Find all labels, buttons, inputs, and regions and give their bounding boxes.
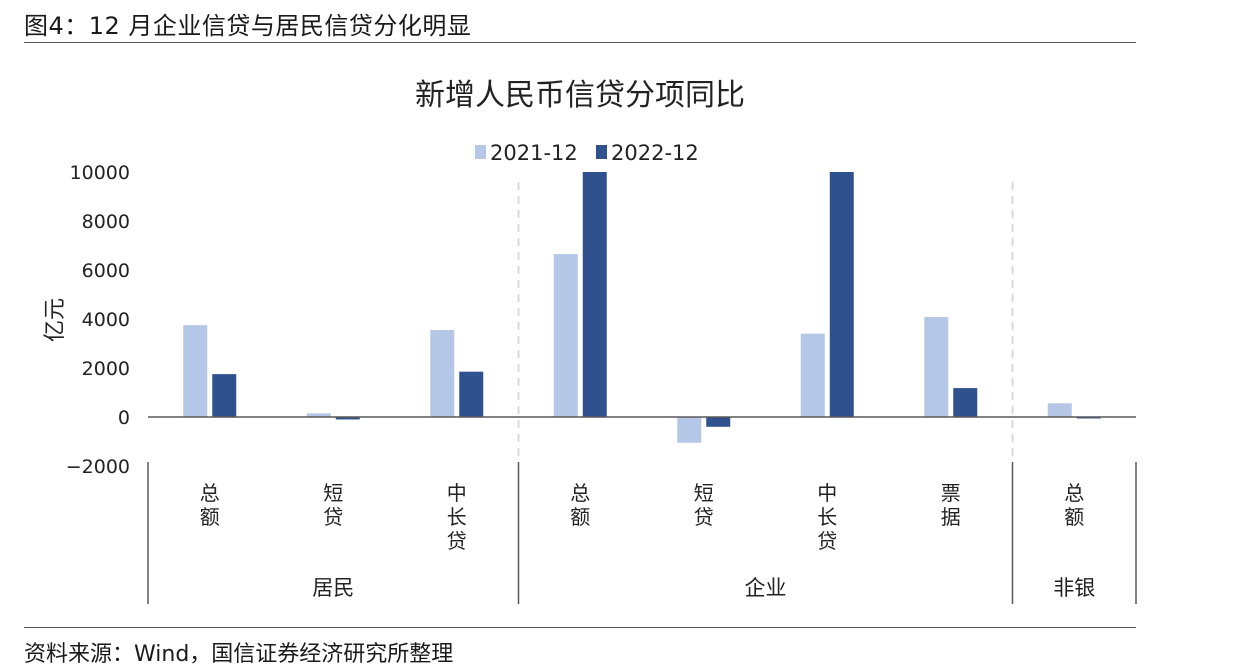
group-dividers — [517, 182, 1014, 462]
y-tick-label: 4000 — [82, 309, 130, 331]
legend-swatch-2022 — [596, 145, 607, 159]
y-tick-label: 10000 — [70, 162, 130, 184]
y-axis-ticks: 10000 8000 6000 4000 2000 0 −2000 — [66, 162, 130, 478]
category-label: 总额 — [570, 481, 590, 529]
bar-2022-12-1 — [212, 374, 237, 417]
group-label: 企业 — [745, 576, 787, 600]
bar-2022-12-2 — [335, 417, 360, 420]
bars — [183, 172, 1101, 443]
bar-2022-12-6 — [829, 172, 854, 417]
chart-title: 新增人民币信贷分项同比 — [415, 78, 745, 113]
bar-2022-12-5 — [706, 417, 731, 427]
bar-2021-12-1 — [183, 325, 208, 417]
legend: 2021-12 2022-12 — [475, 141, 699, 165]
category-label: 总额 — [1064, 481, 1084, 529]
y-tick-label: 6000 — [82, 260, 130, 282]
chart: 新增人民币信贷分项同比 2021-12 2022-12 亿元 10000 8000… — [43, 78, 1137, 604]
bar-2021-12-5 — [677, 417, 702, 443]
category-label: 短贷 — [694, 481, 714, 529]
y-tick-label: 0 — [118, 407, 130, 429]
group-separators — [147, 462, 1137, 604]
bottom-rule — [24, 627, 1136, 628]
bar-2021-12-3 — [430, 330, 455, 417]
group-label: 非银 — [1053, 576, 1095, 600]
category-label: 票据 — [941, 481, 961, 529]
bar-2021-12-2 — [306, 413, 331, 417]
y-axis-label: 亿元 — [43, 298, 68, 342]
category-label: 中长贷 — [447, 481, 467, 553]
legend-swatch-2021 — [475, 145, 486, 159]
category-label: 中长贷 — [817, 481, 837, 553]
category-labels: 总额 短贷 中长贷 总额 短贷 中长贷 票据 总额 — [200, 481, 1085, 553]
bar-2021-12-6 — [800, 333, 825, 417]
bar-2022-12-3 — [459, 371, 484, 417]
category-label: 短贷 — [323, 481, 343, 529]
bar-2021-12-4 — [553, 254, 578, 417]
bar-2022-12-4 — [582, 172, 607, 417]
bar-2021-12-7 — [924, 317, 949, 417]
y-tick-label: 2000 — [82, 358, 130, 380]
legend-label-2022: 2022-12 — [611, 141, 699, 165]
bar-2022-12-7 — [953, 388, 978, 417]
category-label: 总额 — [200, 481, 220, 529]
y-tick-label: 8000 — [82, 211, 130, 233]
figure-caption: 图4：12 月企业信贷与居民信贷分化明显 — [24, 12, 472, 40]
group-labels: 居民 企业 非银 — [312, 576, 1095, 600]
source-note: 资料来源：Wind，国信证券经济研究所整理 — [24, 642, 454, 667]
y-tick-label: −2000 — [66, 456, 130, 478]
group-label: 居民 — [312, 576, 354, 600]
bar-2021-12-8 — [1047, 403, 1072, 417]
legend-label-2021: 2021-12 — [490, 141, 578, 165]
top-rule — [24, 42, 1136, 43]
